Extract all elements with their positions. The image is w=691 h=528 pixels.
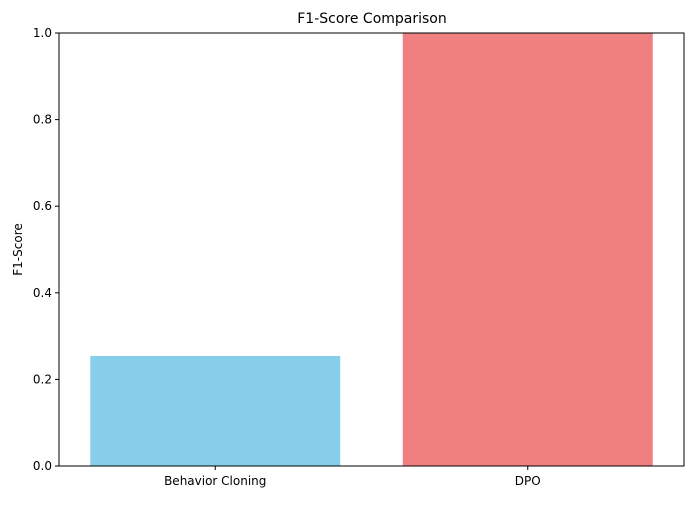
chart-title: F1-Score Comparison [297,11,447,27]
plot-frame [58,32,685,467]
y-axis-label: F1-Score [11,223,25,275]
y-tick-label: 0.6 [33,199,52,213]
y-tick-label: 0.2 [33,372,52,386]
x-tick-label: Behavior Cloning [164,474,266,488]
y-tick-label: 0.8 [33,113,52,127]
x-axis: Behavior Cloning DPO [164,466,541,488]
y-tick-label: 1.0 [33,26,52,40]
plot-area [90,33,653,466]
bar-0 [90,356,341,466]
y-axis: 0.0 0.2 0.4 0.6 0.8 1.0 [33,26,59,473]
x-tick-label: DPO [515,474,541,488]
bar-1 [402,33,653,466]
y-tick-label: 0.4 [33,286,52,300]
y-tick-label: 0.0 [33,459,52,473]
